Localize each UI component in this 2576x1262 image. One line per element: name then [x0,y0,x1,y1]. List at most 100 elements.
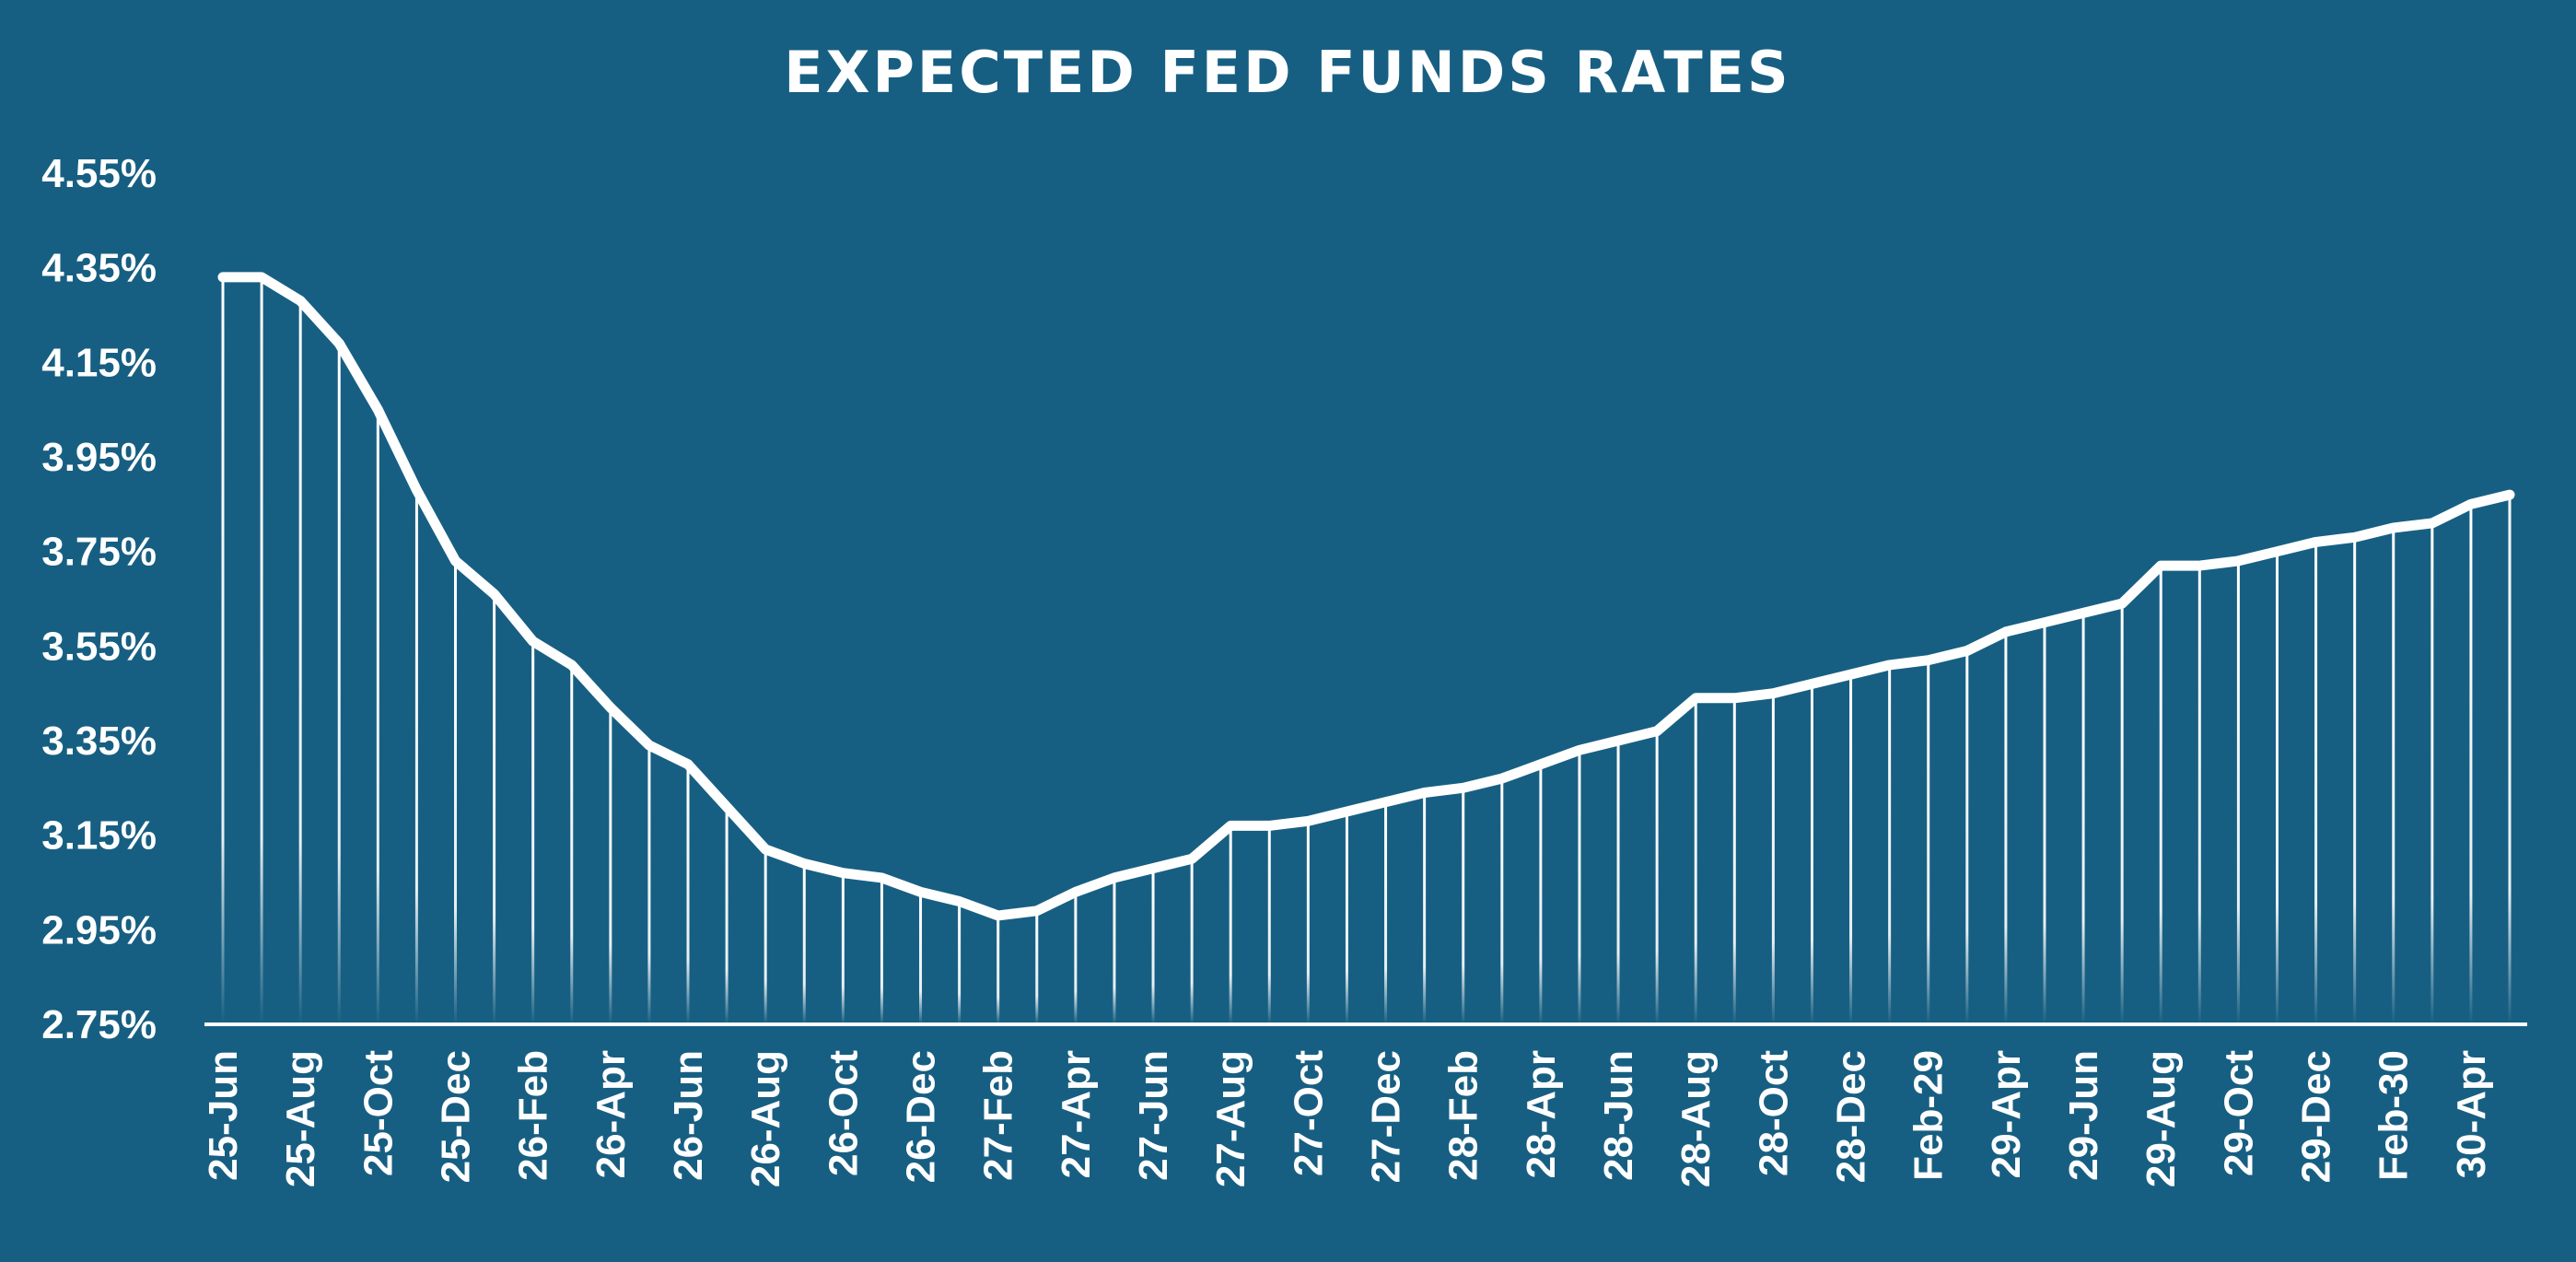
y-tick-label: 3.15% [41,813,157,859]
drop-line [1462,788,1465,1024]
drop-line [2314,542,2318,1024]
y-axis-ticks: 4.55% 4.35% 4.15% 3.95% 3.75% 3.55% 3.35% 3.15%… [41,151,157,1047]
drop-line [2236,560,2240,1024]
drop-line [221,276,225,1024]
drop-line [1927,660,1930,1024]
x-tick-label: 27-Jun [1131,1050,1176,1181]
drop-line [919,892,923,1024]
y-tick-label: 3.35% [41,719,157,764]
drop-line [337,343,341,1024]
x-tick-label: 26-Feb [511,1050,556,1181]
drop-line [2043,622,2046,1024]
drop-line [2469,504,2473,1024]
drop-line [763,849,767,1024]
x-tick-label: Feb-30 [2372,1050,2417,1181]
drop-line [609,707,612,1024]
drop-line [1810,684,1813,1024]
x-tick-label: 25-Oct [356,1050,401,1176]
drop-line [1771,693,1775,1024]
drop-line [570,664,574,1024]
x-tick-label: 28-Feb [1441,1050,1486,1181]
drop-line [2159,566,2162,1024]
drop-line [2508,495,2512,1024]
drop-line [1423,792,1427,1024]
x-tick-label: 28-Jun [1596,1050,1641,1181]
drop-line [1151,868,1155,1024]
drop-line [1345,812,1348,1024]
drop-line [880,877,883,1024]
drop-line [2392,528,2395,1024]
drop-line [1578,750,1581,1024]
x-tick-label: 25-Dec [434,1050,479,1183]
drop-line [414,489,418,1024]
drop-line [802,863,806,1024]
drop-line [1229,825,1232,1024]
drop-line [2197,566,2201,1024]
drop-line [1732,697,1736,1024]
x-tick-label: 29-Aug [2139,1050,2184,1187]
drop-line [1616,741,1620,1024]
drop-lines [221,276,2512,1025]
x-tick-label: 29-Apr [1984,1050,2029,1178]
x-tick-label: Feb-29 [1906,1050,1952,1181]
x-tick-label: 26-Oct [821,1050,866,1176]
drop-line [1035,910,1039,1024]
y-tick-label: 2.75% [41,1002,157,1047]
drop-line [298,300,302,1025]
drop-line [2081,613,2085,1024]
drop-line [2353,537,2357,1024]
drop-line [997,915,1000,1024]
x-tick-label: 27-Dec [1364,1050,1409,1183]
drop-line [1888,664,1892,1024]
y-tick-label: 4.55% [41,151,157,196]
y-tick-label: 4.15% [41,340,157,385]
series-group [217,272,2515,921]
x-tick-label: 25-Aug [278,1050,323,1187]
x-tick-label: 28-Aug [1673,1050,1719,1187]
x-tick-label: 28-Apr [1519,1050,1564,1178]
drop-line [376,409,379,1025]
drop-line [1965,650,1969,1024]
drop-line [260,276,263,1024]
drop-line [841,872,845,1024]
x-tick-label: 29-Jun [2061,1050,2106,1181]
y-tick-label: 2.95% [41,907,157,952]
x-tick-label: 30-Apr [2449,1050,2494,1178]
drop-line [1849,674,1853,1024]
chart-title: EXPECTED FED FUNDS RATES [784,39,1790,106]
x-tick-label: 29-Oct [2216,1050,2261,1176]
series-line [217,272,2515,921]
x-tick-label: 26-Aug [743,1050,788,1187]
x-tick-label: 28-Oct [1751,1050,1796,1176]
drop-line [1694,697,1697,1024]
drop-line [1539,764,1543,1024]
x-tick-label: 26-Dec [899,1050,944,1183]
drop-line [686,764,690,1024]
drop-line [531,641,535,1024]
drop-line [1384,801,1388,1024]
x-tick-label: 28-Dec [1829,1050,1874,1183]
drop-line [1655,730,1659,1024]
x-tick-label: 27-Feb [976,1050,1021,1181]
x-tick-label: 27-Aug [1208,1050,1253,1187]
drop-line [647,745,651,1024]
x-tick-label: 25-Jun [201,1050,246,1181]
drop-line [2275,551,2279,1024]
drop-line [2004,631,2008,1024]
drop-line [454,560,458,1024]
drop-line [958,901,962,1024]
x-tick-label: 26-Jun [666,1050,711,1181]
x-tick-label: 27-Apr [1054,1050,1099,1178]
x-axis-ticks: 25-Jun 25-Aug 25-Oct 25-Dec 26-Feb 26-Apr 26-J… [201,1050,2494,1187]
y-tick-label: 3.95% [41,435,157,480]
drop-line [1500,778,1504,1024]
drop-line [1267,825,1271,1024]
drop-line [1113,877,1116,1024]
x-tick-label: 26-Apr [589,1050,634,1178]
y-tick-label: 3.75% [41,530,157,575]
y-tick-label: 3.55% [41,624,157,669]
drop-line [493,593,496,1024]
drop-line [1190,859,1194,1024]
y-tick-label: 4.35% [41,246,157,291]
drop-line [2120,603,2124,1024]
